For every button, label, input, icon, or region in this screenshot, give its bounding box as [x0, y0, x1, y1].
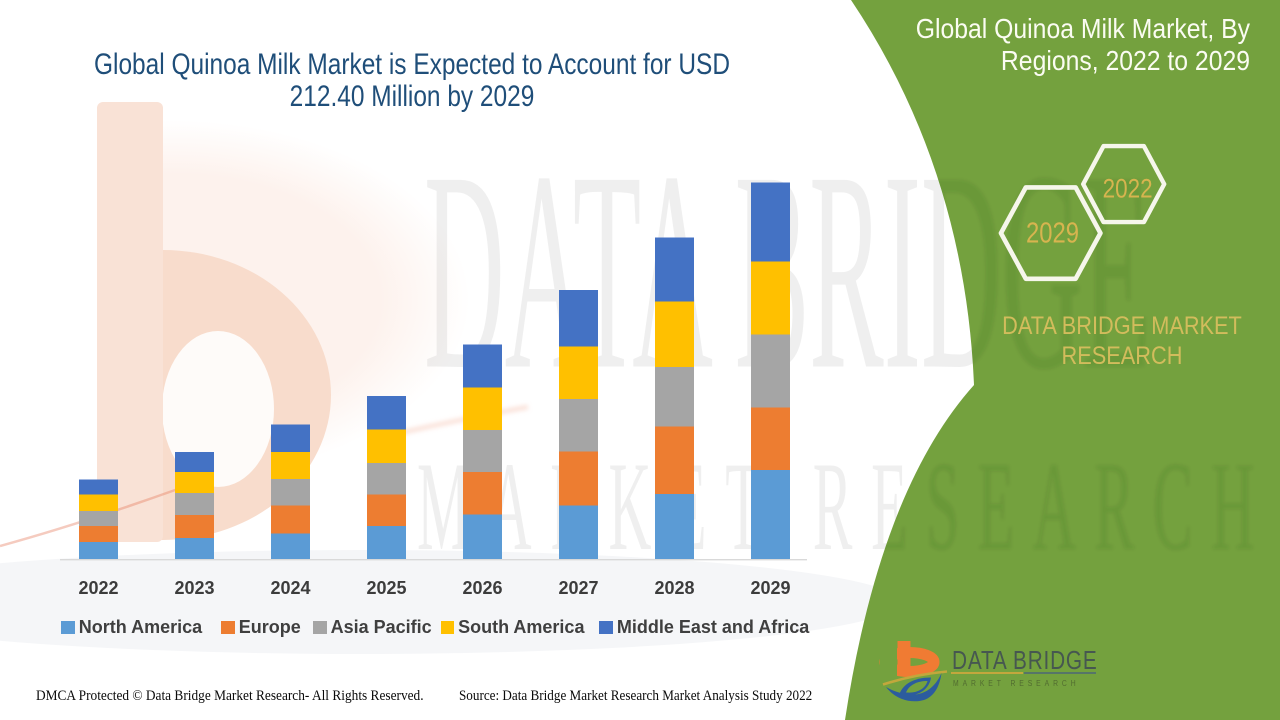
svg-text:2029: 2029	[1026, 218, 1079, 250]
svg-text:2022: 2022	[1103, 173, 1153, 203]
